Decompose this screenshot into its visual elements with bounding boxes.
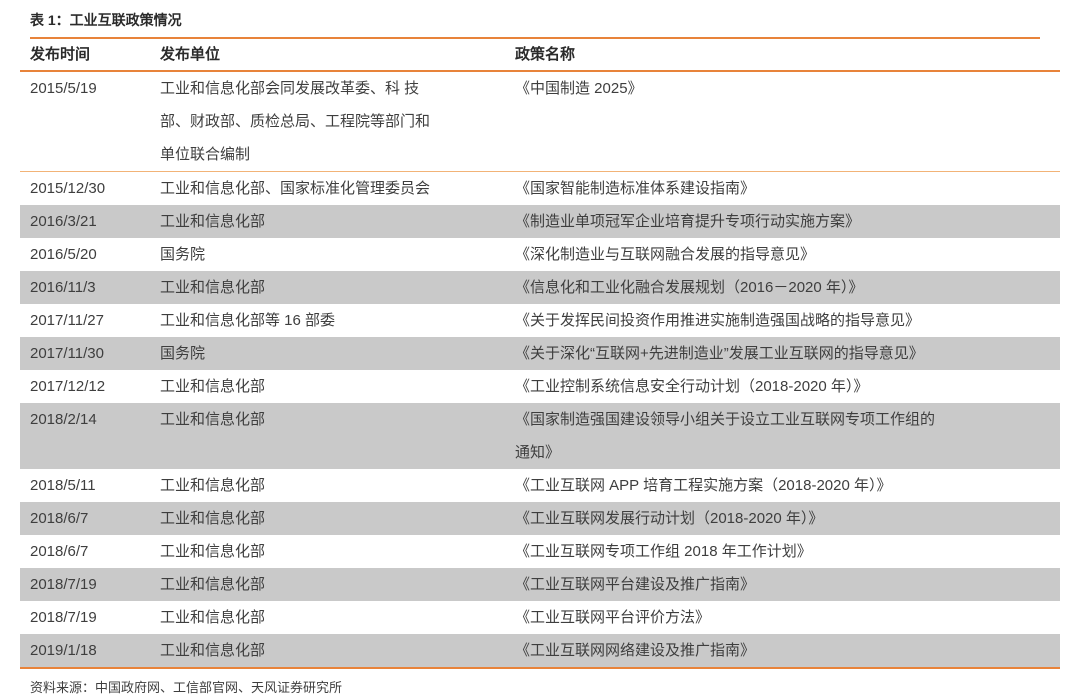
policy-name-cell: 《工业互联网 APP 培育工程实施方案（2018-2020 年）》 <box>515 477 892 494</box>
column-header-publish-date: 发布时间 <box>20 39 160 72</box>
column-header-publish-unit: 发布单位 <box>160 39 515 72</box>
publish-unit-cell: 工业和信息化部 <box>160 510 266 527</box>
publish-date-cell: 2019/1/18 <box>30 642 97 659</box>
policy-name-cell: 《信息化和工业化融合发展规划（2016－2020 年）》 <box>515 279 864 296</box>
publish-unit-cell: 国务院 <box>160 345 206 362</box>
policy-name-cell: 《关于发挥民间投资作用推进实施制造强国战略的指导意见》 <box>515 312 921 329</box>
table-row: 2016/3/21 工业和信息化部 《制造业单项冠军企业培育提升专项行动实施方案》 <box>20 205 1060 238</box>
table-row: 2018/7/19 工业和信息化部 《工业互联网平台评价方法》 <box>20 601 1060 634</box>
publish-unit-cell: 工业和信息化部 <box>160 543 266 560</box>
publish-unit-cell: 工业和信息化部 <box>160 576 266 593</box>
publish-date-cell: 2018/6/7 <box>30 543 89 560</box>
policy-name-cell: 《工业互联网平台评价方法》 <box>515 609 711 626</box>
publish-unit-cell: 工业和信息化部 <box>160 411 266 428</box>
table-row: 2016/11/3 工业和信息化部 《信息化和工业化融合发展规划（2016－2020… <box>20 271 1060 304</box>
column-header-policy-name: 政策名称 <box>515 39 1060 72</box>
table-row: 2015/12/30 工业和信息化部、国家标准化管理委员会 《国家智能制造标准体系建… <box>20 172 1060 206</box>
policy-name-cell: 《国家智能制造标准体系建设指南》 <box>515 180 756 197</box>
source-note: 资料来源：中国政府网、工信部官网、天风证券研究所 <box>30 680 343 695</box>
table-row: 2018/6/7 工业和信息化部 《工业互联网发展行动计划（2018-2020 年）… <box>20 502 1060 535</box>
policy-name-cell: 《工业控制系统信息安全行动计划（2018-2020 年）》 <box>515 378 869 395</box>
publish-unit-cell: 工业和信息化部 <box>160 213 266 230</box>
policy-name-cell: 《工业互联网网络建设及推广指南》 <box>515 642 756 659</box>
table-row: 2017/12/12 工业和信息化部 《工业控制系统信息安全行动计划（2018-20… <box>20 370 1060 403</box>
policy-name-cell: 《工业互联网平台建设及推广指南》 <box>515 576 756 593</box>
policy-name-cell: 《制造业单项冠军企业培育提升专项行动实施方案》 <box>515 213 861 230</box>
publish-date-cell: 2018/7/19 <box>30 576 97 593</box>
policy-name-cell: 《深化制造业与互联网融合发展的指导意见》 <box>515 246 816 263</box>
publish-date-cell: 2016/5/20 <box>30 246 97 263</box>
policy-table-body: 2015/5/19 工业和信息化部会同发展改革委、科 技 部、财政部、质检总局、工… <box>20 71 1060 668</box>
publish-date-cell: 2016/11/3 <box>30 279 96 296</box>
table-row: 2018/7/19 工业和信息化部 《工业互联网平台建设及推广指南》 <box>20 568 1060 601</box>
table-row: 2017/11/27 工业和信息化部等 16 部委 《关于发挥民间投资作用推进实施制… <box>20 304 1060 337</box>
table-row: 2018/5/11 工业和信息化部 《工业互联网 APP 培育工程实施方案（2018… <box>20 469 1060 502</box>
publish-date-cell: 2018/2/14 <box>30 411 97 428</box>
policy-name-cell: 《国家制造强国建设领导小组关于设立工业互联网专项工作组的 通知》 <box>515 411 936 461</box>
table-row: 2016/5/20 国务院 《深化制造业与互联网融合发展的指导意见》 <box>20 238 1060 271</box>
policy-name-cell: 《关于深化“互联网+先进制造业”发展工业互联网的指导意见》 <box>515 345 924 362</box>
publish-unit-cell: 工业和信息化部 <box>160 279 266 296</box>
publish-unit-cell: 工业和信息化部等 16 部委 <box>160 312 336 329</box>
publish-date-cell: 2015/5/19 <box>20 71 160 172</box>
publish-unit-cell: 工业和信息化部 <box>160 609 266 626</box>
publish-unit-cell: 工业和信息化部 <box>160 477 266 494</box>
table-row: 2018/6/7 工业和信息化部 《工业互联网专项工作组 2018 年工作计划》 <box>20 535 1060 568</box>
table-row: 2017/11/30 国务院 《关于深化“互联网+先进制造业”发展工业互联网的指导意… <box>20 337 1060 370</box>
publish-unit-cell: 国务院 <box>160 246 206 263</box>
table-row: 2018/2/14 工业和信息化部 《国家制造强国建设领导小组关于设立工业互联网专项… <box>20 403 1060 469</box>
policy-name-cell: 《中国制造 2025》 <box>515 71 1060 172</box>
publish-date-cell: 2015/12/30 <box>30 180 106 197</box>
publish-unit-cell: 工业和信息化部 <box>160 642 266 659</box>
publish-unit-cell: 工业和信息化部会同发展改革委、科 技 部、财政部、质检总局、工程院等部门和 单位… <box>160 71 515 172</box>
policy-name-cell: 《工业互联网专项工作组 2018 年工作计划》 <box>515 543 812 560</box>
publish-date-cell: 2017/11/30 <box>30 345 104 362</box>
publish-unit-cell: 工业和信息化部、国家标准化管理委员会 <box>160 180 431 197</box>
publish-date-cell: 2016/3/21 <box>30 213 97 230</box>
table-row: 2015/5/19 工业和信息化部会同发展改革委、科 技 部、财政部、质检总局、工… <box>20 71 1060 172</box>
table-header: 发布时间 发布单位 政策名称 <box>20 39 1060 72</box>
publish-date-cell: 2017/11/27 <box>30 312 104 329</box>
policy-name-cell: 《工业互联网发展行动计划（2018-2020 年）》 <box>515 510 824 527</box>
publish-date-cell: 2018/7/19 <box>30 609 97 626</box>
publish-date-cell: 2018/6/7 <box>30 510 89 527</box>
publish-date-cell: 2017/12/12 <box>30 378 106 395</box>
policy-table: 发布时间 发布单位 政策名称 2015/5/19 工业和信息化部会同发展改革委、科… <box>20 39 1060 669</box>
table-row: 2019/1/18 工业和信息化部 《工业互联网网络建设及推广指南》 <box>20 634 1060 668</box>
publish-unit-cell: 工业和信息化部 <box>160 378 266 395</box>
header-row: 发布时间 发布单位 政策名称 <box>20 39 1060 72</box>
publish-date-cell: 2018/5/11 <box>30 477 96 494</box>
table-title: 表 1：工业互联政策情况 <box>30 10 1040 39</box>
